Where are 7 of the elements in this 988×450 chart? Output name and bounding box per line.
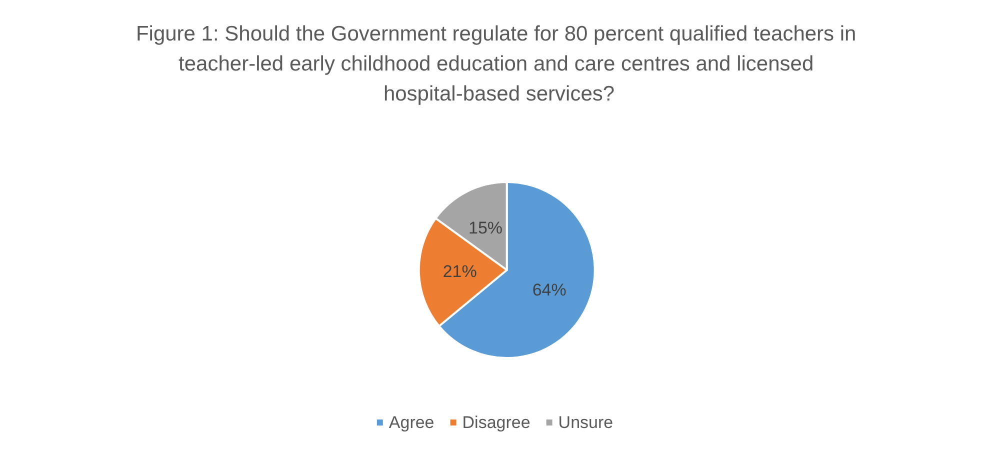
legend-label: Disagree [462,413,530,432]
data-label: 64% [532,280,566,300]
legend-label: Unsure [558,413,614,432]
chart-title: Figure 1: Should the Government regulate for 80 percent qualified teachers in teacher-led early childhood education and care centres and licensed hospital-based services? [136,22,862,106]
legend-label: Agree [388,413,434,432]
data-label: 15% [468,218,503,238]
data-label: 21% [442,262,477,281]
